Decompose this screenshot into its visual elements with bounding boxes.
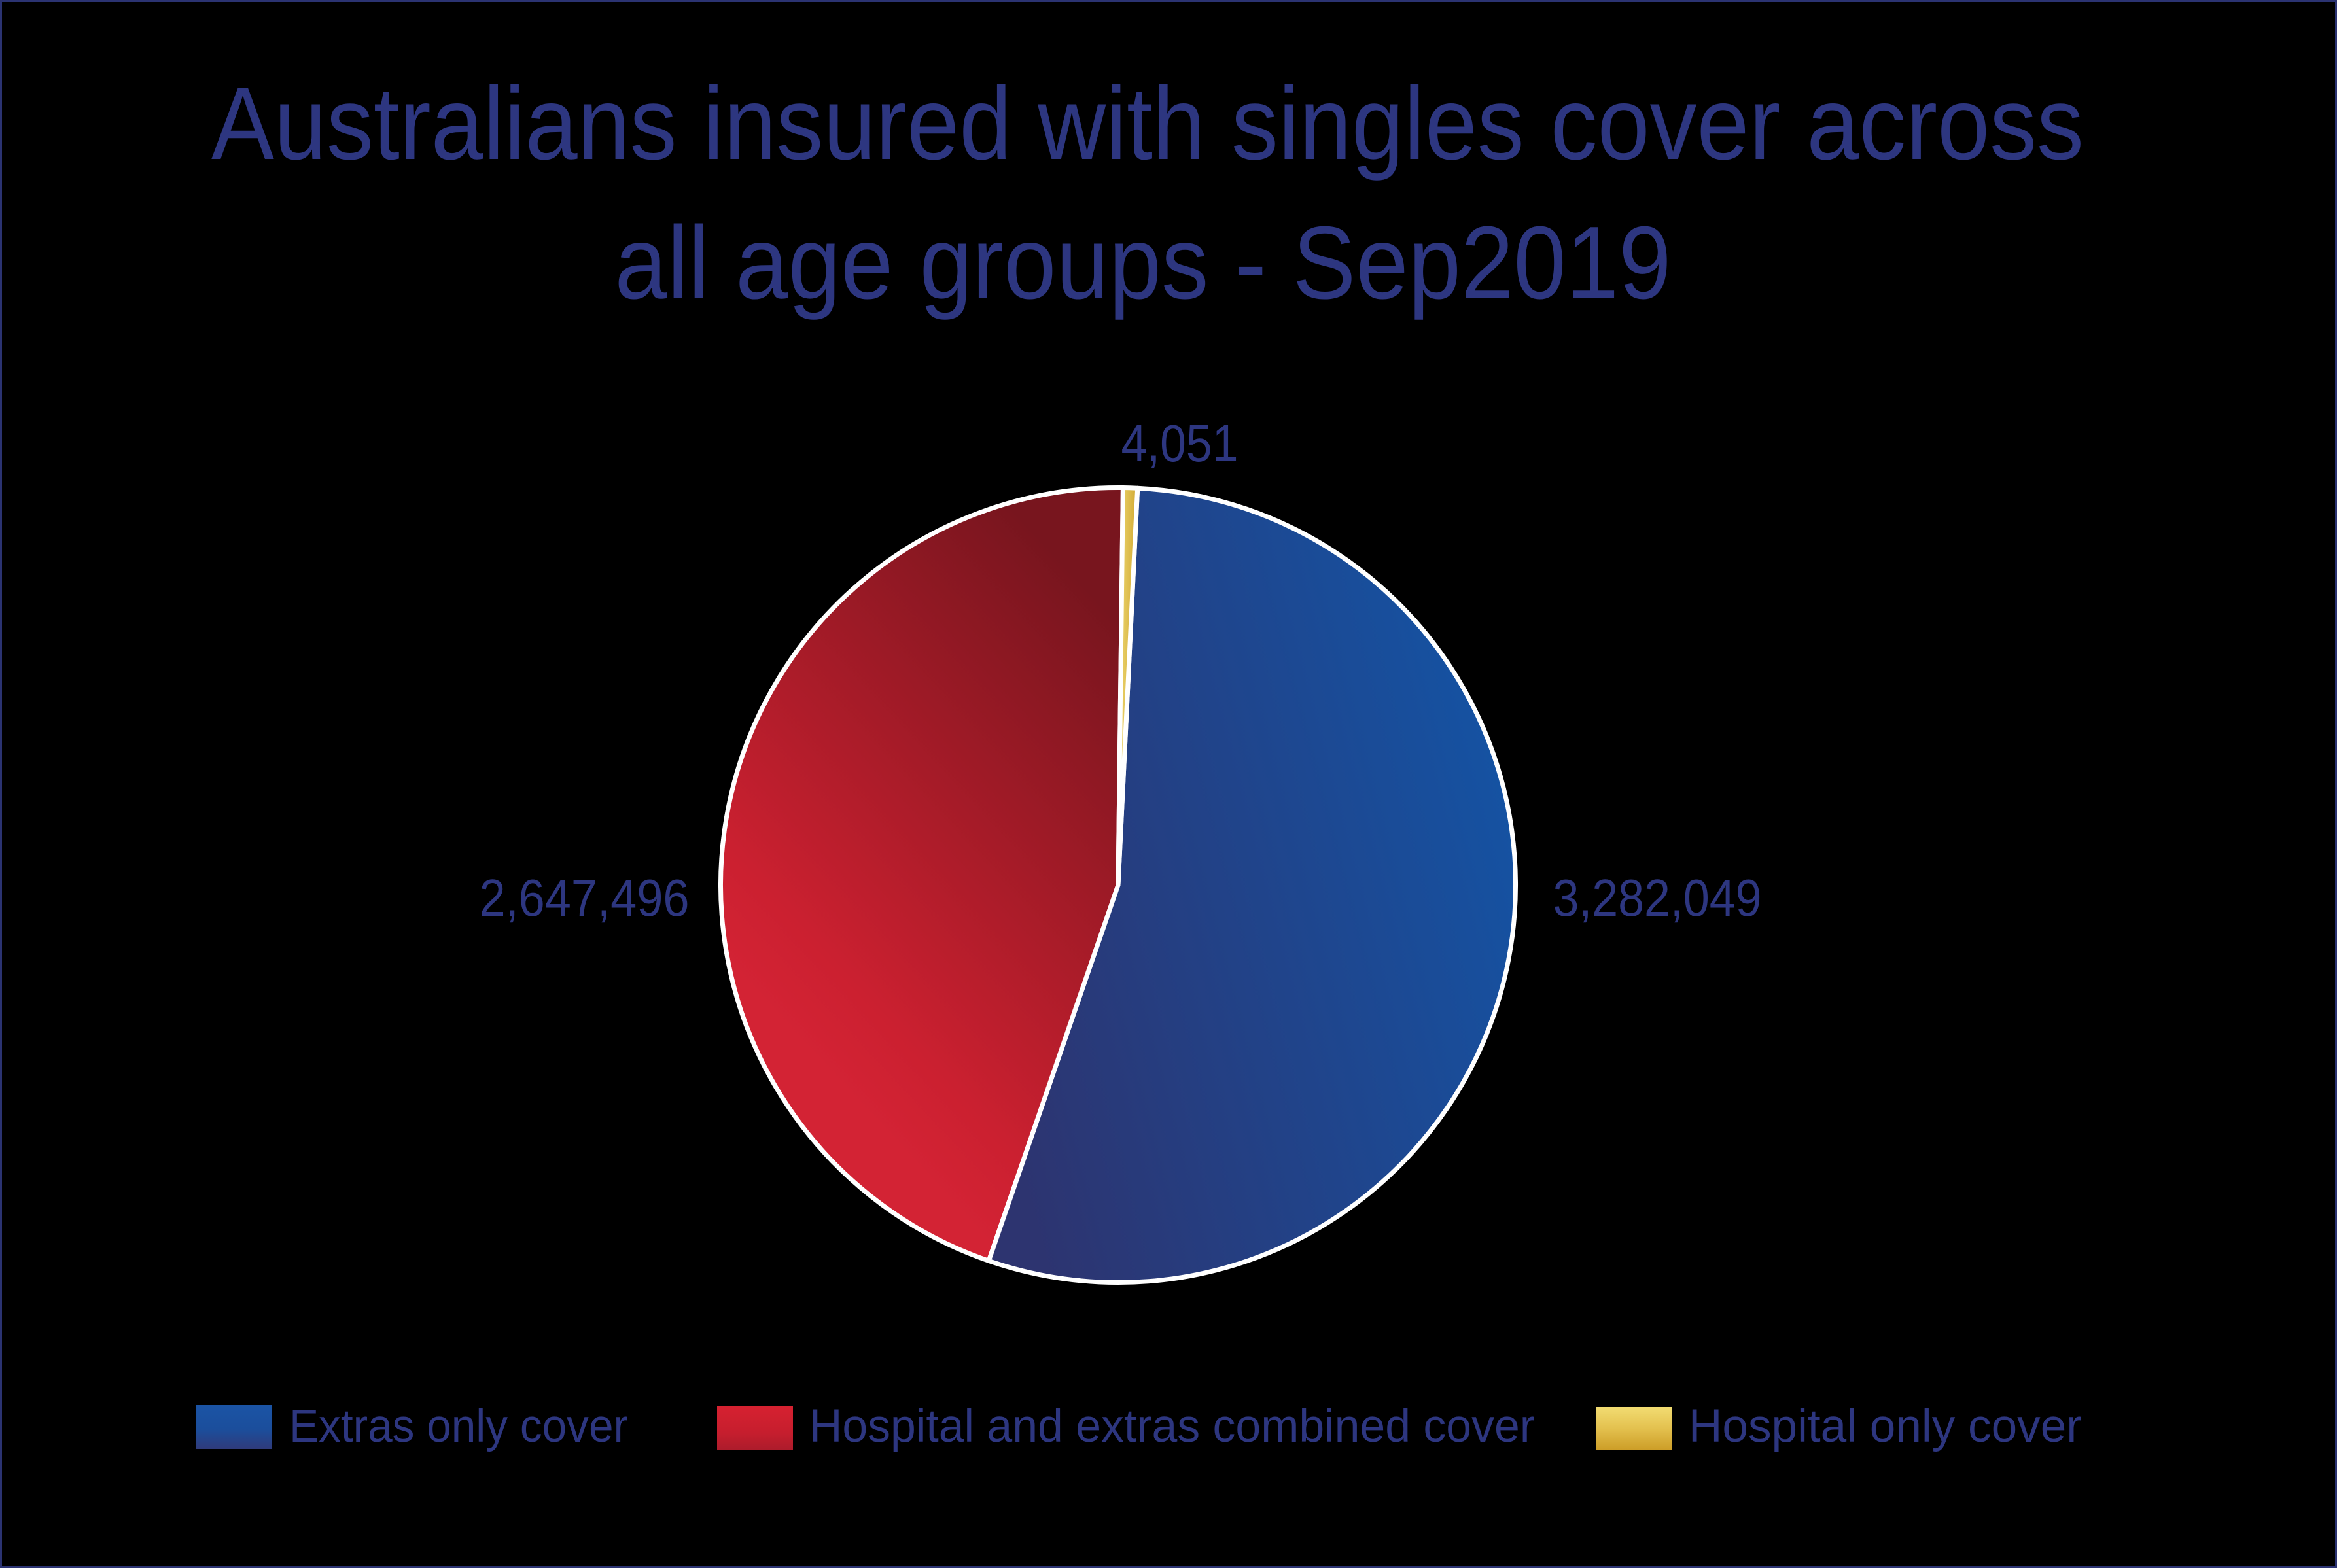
svg-text:Hospital and extras combined c: Hospital and extras combined cover [809, 1401, 1535, 1452]
svg-text:Extras only cover: Extras only cover [289, 1401, 628, 1452]
svg-text:3,282,049: 3,282,049 [1553, 869, 1762, 927]
svg-text:Hospital only cover: Hospital only cover [1689, 1401, 2082, 1452]
svg-text:Australians insured with singl: Australians insured with singles cover a… [211, 66, 2084, 181]
svg-text:4,051: 4,051 [1121, 414, 1239, 472]
svg-text:2,647,496: 2,647,496 [480, 869, 690, 927]
svg-text:all age groups - Sep2019: all age groups - Sep2019 [615, 205, 1672, 321]
